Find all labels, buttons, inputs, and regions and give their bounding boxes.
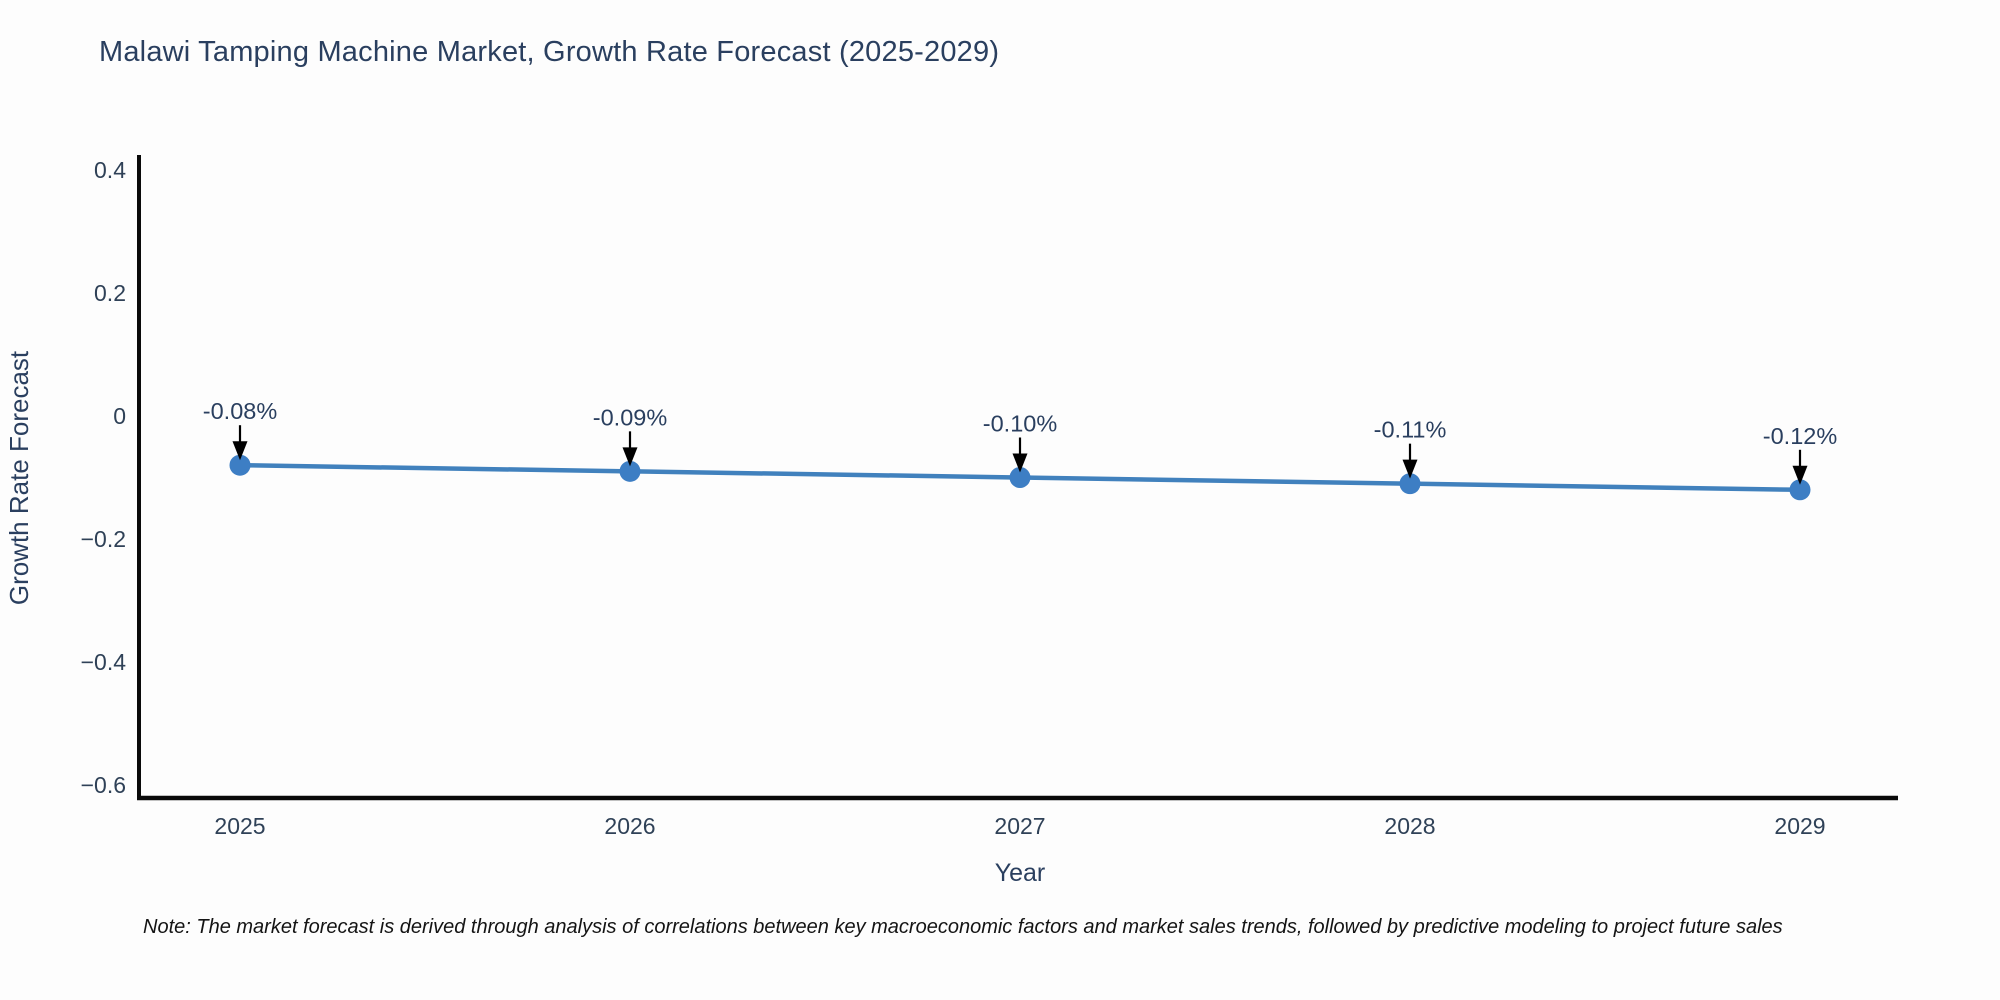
x-tick-label: 2025 <box>214 813 265 839</box>
data-point[interactable] <box>1789 479 1811 501</box>
annotation-arrowhead-icon <box>622 447 638 467</box>
data-point[interactable] <box>1399 473 1421 495</box>
y-tick-label: 0 <box>113 403 126 429</box>
point-annotation-label: -0.10% <box>983 411 1058 437</box>
data-point[interactable] <box>619 460 641 482</box>
y-tick-label: −0.4 <box>81 649 127 675</box>
annotation-arrowhead-icon <box>232 441 248 461</box>
chart-title: Malawi Tamping Machine Market, Growth Ra… <box>99 36 1000 68</box>
point-annotation-label: -0.09% <box>593 404 668 430</box>
chart-footnote: Note: The market forecast is derived thr… <box>143 916 1783 938</box>
y-tick-label: 0.4 <box>94 157 126 183</box>
x-tick-label: 2029 <box>1774 813 1825 839</box>
y-axis-title: Growth Rate Forecast <box>4 350 34 605</box>
point-annotation-label: -0.08% <box>203 398 278 424</box>
x-axis-title: Year <box>995 859 1046 887</box>
y-tick-label: 0.2 <box>94 280 126 306</box>
annotation-arrowhead-icon <box>1402 459 1418 479</box>
point-annotation-label: -0.12% <box>1763 423 1838 449</box>
data-point[interactable] <box>1009 467 1031 488</box>
x-tick-label: 2026 <box>604 813 655 839</box>
point-annotation-label: -0.11% <box>1374 417 1447 443</box>
y-tick-label: −0.2 <box>81 526 126 552</box>
x-tick-label: 2028 <box>1384 813 1435 839</box>
annotation-arrowhead-icon <box>1012 453 1028 473</box>
annotation-arrowhead-icon <box>1792 465 1808 485</box>
y-tick-label: −0.6 <box>81 772 126 798</box>
data-point[interactable] <box>229 454 251 476</box>
x-tick-label: 2027 <box>994 813 1045 839</box>
